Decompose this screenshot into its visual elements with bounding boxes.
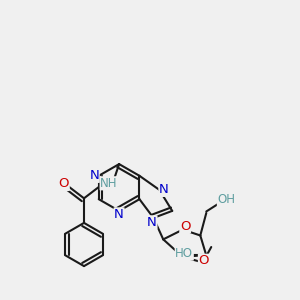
Text: HO: HO xyxy=(175,247,193,260)
Text: N: N xyxy=(147,216,157,229)
Text: OH: OH xyxy=(218,193,236,206)
Text: O: O xyxy=(59,177,69,190)
Text: N: N xyxy=(114,208,124,221)
Text: N: N xyxy=(89,169,99,182)
Text: NH: NH xyxy=(100,177,118,190)
Text: N: N xyxy=(159,183,169,196)
Text: O: O xyxy=(180,220,190,232)
Text: O: O xyxy=(199,254,209,267)
